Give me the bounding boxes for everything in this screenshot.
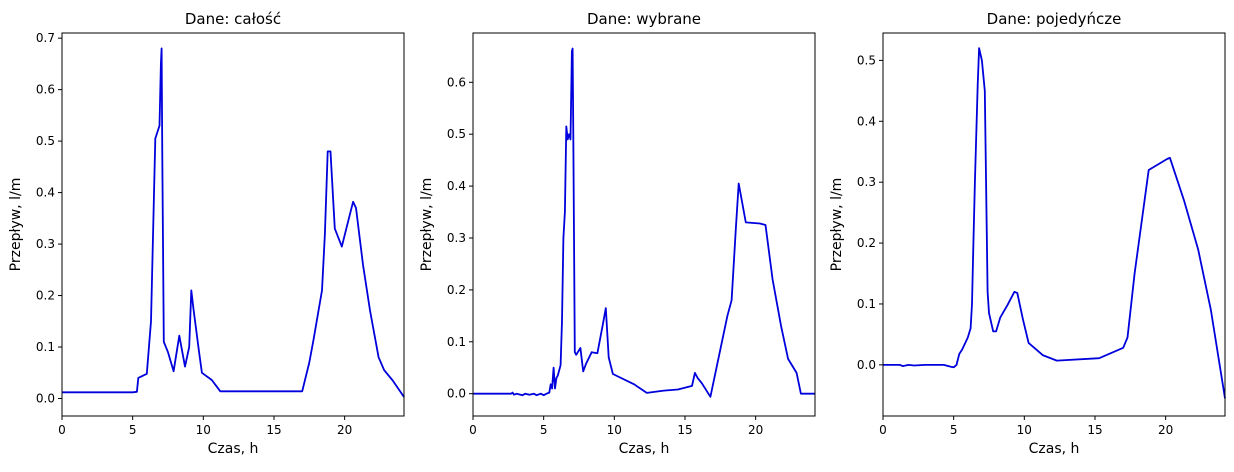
x-tick-label: 15: [266, 423, 281, 437]
chart-title: Dane: pojedyńcze: [987, 10, 1122, 28]
y-tick-label: 0.1: [857, 297, 876, 311]
y-tick-label: 0.4: [447, 179, 466, 193]
y-tick-label: 0.4: [36, 186, 55, 200]
chart-panel-1: 0 5 10 15 20 0.0 0.1 0.2 0.3 0.4 0.5 0.6 0.7 Dane: ca…: [8, 10, 405, 457]
y-tick-label: 0.1: [447, 335, 466, 349]
x-tick-label: 5: [540, 423, 548, 437]
x-axis-label: Czas, h: [1029, 441, 1080, 457]
y-axis-label: Przepływ, l/m: [829, 178, 845, 272]
chart-panel-2: 0 5 10 15 20 0.0 0.1 0.2 0.3 0.4 0.5 0.6 Dane: wybra…: [419, 10, 816, 457]
x-tick-label: 10: [607, 423, 622, 437]
plot-frame: [472, 32, 816, 417]
y-tick-label: 0.5: [36, 134, 55, 148]
x-tick-label: 10: [1017, 423, 1032, 437]
x-tick-label: 5: [950, 423, 958, 437]
y-tick-label: 0.2: [857, 236, 876, 250]
x-tick-label: 15: [1087, 423, 1102, 437]
y-tick-label: 0.0: [36, 391, 55, 405]
x-tick-label: 0: [879, 423, 887, 437]
x-tick-label: 20: [337, 423, 352, 437]
plot-frame: [882, 32, 1226, 417]
series-line: [62, 47, 405, 398]
y-axis-label: Przepływ, l/m: [419, 178, 435, 272]
y-tick-label: 0.5: [857, 53, 876, 67]
y-tick-label: 0.0: [447, 387, 466, 401]
x-tick-label: 5: [129, 423, 137, 437]
y-axis-label: Przepływ, l/m: [8, 178, 24, 272]
chart-title: Dane: wybrane: [587, 10, 701, 28]
x-tick-label: 0: [58, 423, 66, 437]
y-tick-label: 0.0: [857, 358, 876, 372]
x-tick-label: 10: [196, 423, 211, 437]
y-tick-label: 0.6: [447, 75, 466, 89]
y-tick-label: 0.4: [857, 114, 876, 128]
y-tick-label: 0.3: [857, 175, 876, 189]
x-axis-label: Czas, h: [619, 441, 670, 457]
x-tick-label: 20: [1158, 423, 1173, 437]
y-tick-label: 0.7: [36, 31, 55, 45]
x-tick-label: 15: [677, 423, 692, 437]
x-tick-label: 20: [748, 423, 763, 437]
chart-panel-3: 0 5 10 15 20 0.0 0.1 0.2 0.3 0.4 0.5 Dane: pojedyńc…: [829, 10, 1226, 457]
y-tick-label: 0.3: [447, 231, 466, 245]
y-tick-label: 0.1: [36, 340, 55, 354]
y-tick-label: 0.2: [36, 289, 55, 303]
series-line: [473, 47, 815, 398]
x-axis-label: Czas, h: [208, 441, 259, 457]
chart-title: Dane: całość: [185, 10, 281, 28]
y-tick-label: 0.5: [447, 127, 466, 141]
series-line: [883, 47, 1226, 399]
x-tick-label: 0: [469, 423, 477, 437]
y-tick-label: 0.6: [36, 83, 55, 97]
plot-frame: [61, 32, 405, 417]
y-tick-label: 0.2: [447, 283, 466, 297]
y-tick-label: 0.3: [36, 237, 55, 251]
